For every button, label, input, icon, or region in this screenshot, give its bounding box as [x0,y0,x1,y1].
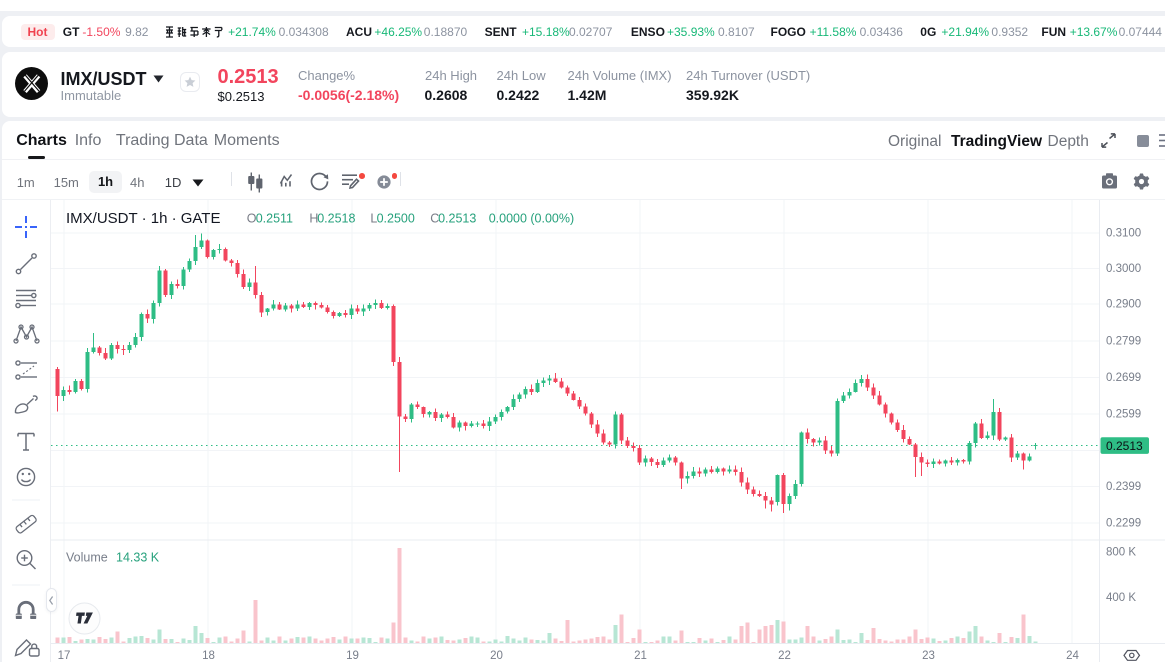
svg-text:0.2299: 0.2299 [1106,518,1141,530]
svg-text:24: 24 [1066,650,1079,662]
svg-text:O0.2511 H0.2518 L0.250: O0.2511 H0.2518 L0.2500 C0.2513 0.0000 (… [247,212,574,226]
svg-text:0.2513: 0.2513 [1106,439,1143,453]
svg-text:0.2799: 0.2799 [1106,335,1141,347]
svg-text:21: 21 [634,650,647,662]
svg-text:14.33 K: 14.33 K [116,551,160,565]
svg-text:18: 18 [202,650,215,662]
svg-text:400 K: 400 K [1106,592,1136,604]
svg-text:Volume: Volume [66,551,108,565]
svg-text:19: 19 [346,650,359,662]
svg-text:0.2699: 0.2699 [1106,372,1141,384]
svg-text:0.3100: 0.3100 [1106,228,1141,240]
svg-text:IMX/USDT · 1h · GATE: IMX/USDT · 1h · GATE [66,210,220,227]
svg-text:800 K: 800 K [1106,547,1136,559]
svg-text:0.2399: 0.2399 [1106,481,1141,493]
svg-text:20: 20 [490,650,503,662]
svg-text:17: 17 [58,650,71,662]
svg-text:0.2599: 0.2599 [1106,408,1141,420]
svg-text:0.2900: 0.2900 [1106,299,1141,311]
svg-text:0.3000: 0.3000 [1106,263,1141,275]
svg-text:23: 23 [922,650,935,662]
svg-text:22: 22 [778,650,791,662]
